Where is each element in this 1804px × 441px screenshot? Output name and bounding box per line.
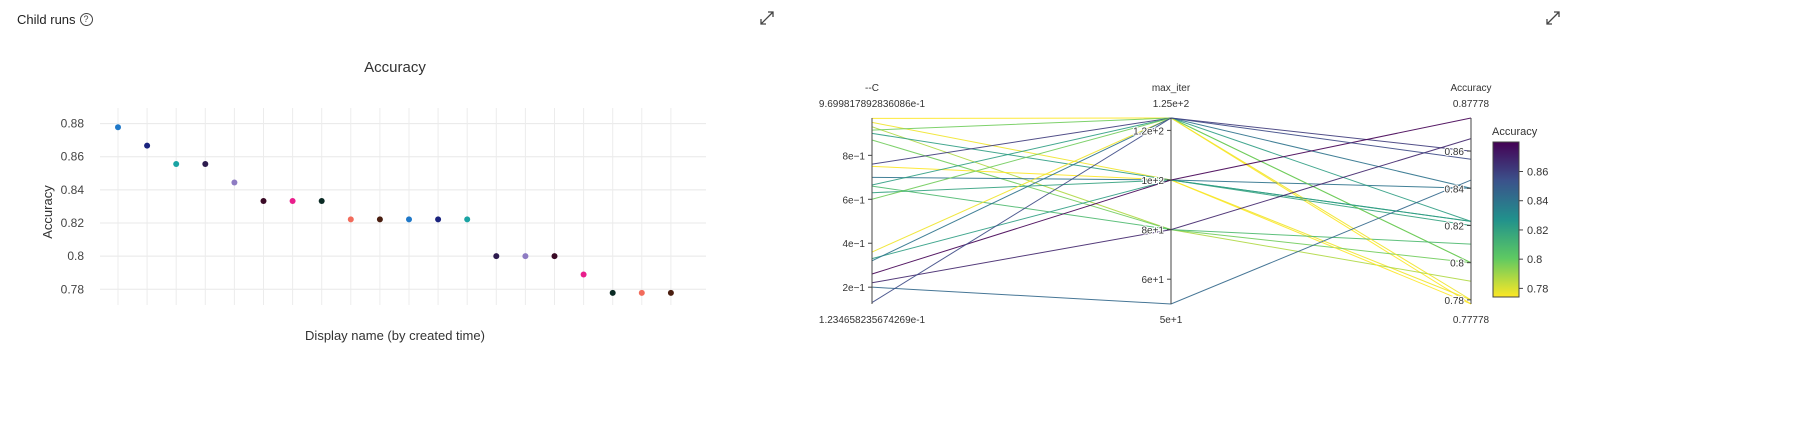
axis-tick-label: 6e−1 <box>842 195 865 206</box>
axis-min-label: 0.77778 <box>1453 315 1490 326</box>
accuracy-scatter-chart: Accuracy 0.78 0.8 0.82 0.84 0.86 0.88 Accurac… <box>40 59 706 343</box>
scatter-point[interactable] <box>144 142 151 149</box>
y-tick-label: 0.78 <box>61 282 85 296</box>
chart-title: Accuracy <box>364 59 426 76</box>
scatter-grid <box>100 108 706 305</box>
scatter-point[interactable] <box>347 216 354 223</box>
scatter-point[interactable] <box>435 216 442 223</box>
y-tick-label: 0.86 <box>61 150 85 164</box>
axis-max-label: 1.25e+2 <box>1153 99 1190 110</box>
colorbar-tick-label: 0.8 <box>1527 254 1542 266</box>
colorbar-tick-label: 0.84 <box>1527 196 1548 208</box>
scatter-point[interactable] <box>289 197 296 204</box>
scatter-point[interactable] <box>580 271 587 278</box>
scatter-point[interactable] <box>464 216 471 223</box>
colorbar-tick-label: 0.82 <box>1527 225 1548 237</box>
scatter-point[interactable] <box>551 253 558 260</box>
scatter-point[interactable] <box>638 289 645 296</box>
axis-tick-label: 0.78 <box>1445 296 1465 307</box>
scatter-point[interactable] <box>406 216 412 223</box>
scatter-point[interactable] <box>667 289 674 296</box>
axis-tick-label: 0.84 <box>1445 184 1465 195</box>
axis-tick-label: 0.86 <box>1445 147 1465 158</box>
scatter-point[interactable] <box>522 253 529 260</box>
scatter-point[interactable] <box>609 289 616 296</box>
axis-title: --C <box>865 83 879 94</box>
y-tick-label: 0.82 <box>61 216 85 230</box>
scatter-point[interactable] <box>376 216 383 223</box>
axis-title: Accuracy <box>1450 83 1491 94</box>
scatter-point[interactable] <box>231 179 238 186</box>
child-runs-header: Child runs ? <box>17 12 93 27</box>
colorbar-gradient <box>1492 141 1520 298</box>
axis-min-label: 1.234658235674269e-1 <box>819 315 926 326</box>
axis-tick-label: 8e+1 <box>1141 226 1164 237</box>
axis-tick-label: 4e−1 <box>842 239 865 250</box>
axis-tick-label: 2e−1 <box>842 283 865 294</box>
axis-title: max_iter <box>1152 83 1191 94</box>
scatter-points <box>115 124 674 296</box>
y-tick-label: 0.84 <box>61 183 85 197</box>
x-axis-label: Display name (by created time) <box>305 328 485 343</box>
y-tick-label: 0.8 <box>67 249 84 263</box>
child-runs-title: Child runs <box>17 12 76 27</box>
axis-max-label: 0.87778 <box>1453 99 1490 110</box>
colorbar: Accuracy 0.78 0.8 0.82 0.84 0.86 <box>1492 126 1548 298</box>
axis-tick-label: 0.8 <box>1450 259 1464 270</box>
y-axis-ticks: 0.78 0.8 0.82 0.84 0.86 0.88 <box>61 117 85 297</box>
axis-max-label: 9.699817892836086e-1 <box>819 99 926 110</box>
axis-tick-label: 0.82 <box>1445 221 1465 232</box>
colorbar-title: Accuracy <box>1492 126 1538 138</box>
scatter-point[interactable] <box>318 197 325 204</box>
axis-tick-label: 6e+1 <box>1141 275 1164 286</box>
axis-tick-label: 8e−1 <box>842 151 865 162</box>
colorbar-tick-label: 0.86 <box>1527 167 1548 179</box>
y-tick-label: 0.88 <box>61 117 85 131</box>
colorbar-tick-label: 0.78 <box>1527 283 1548 295</box>
axis-min-label: 5e+1 <box>1160 315 1183 326</box>
expand-scatter-icon[interactable] <box>759 10 775 26</box>
scatter-point[interactable] <box>115 124 121 131</box>
y-axis-label: Accuracy <box>40 185 55 239</box>
help-circle-icon[interactable]: ? <box>79 13 93 26</box>
parcoords-axes: --C 9.699817892836086e-1 1.234658235674269… <box>819 83 1492 326</box>
axis-tick-label: 1e+2 <box>1141 176 1164 187</box>
scatter-point[interactable] <box>493 253 500 260</box>
expand-parcoords-icon[interactable] <box>1545 10 1561 26</box>
scatter-point[interactable] <box>260 197 267 204</box>
scatter-point[interactable] <box>202 161 209 168</box>
scatter-point[interactable] <box>173 161 180 168</box>
axis-tick-label: 1.2e+2 <box>1133 126 1164 137</box>
